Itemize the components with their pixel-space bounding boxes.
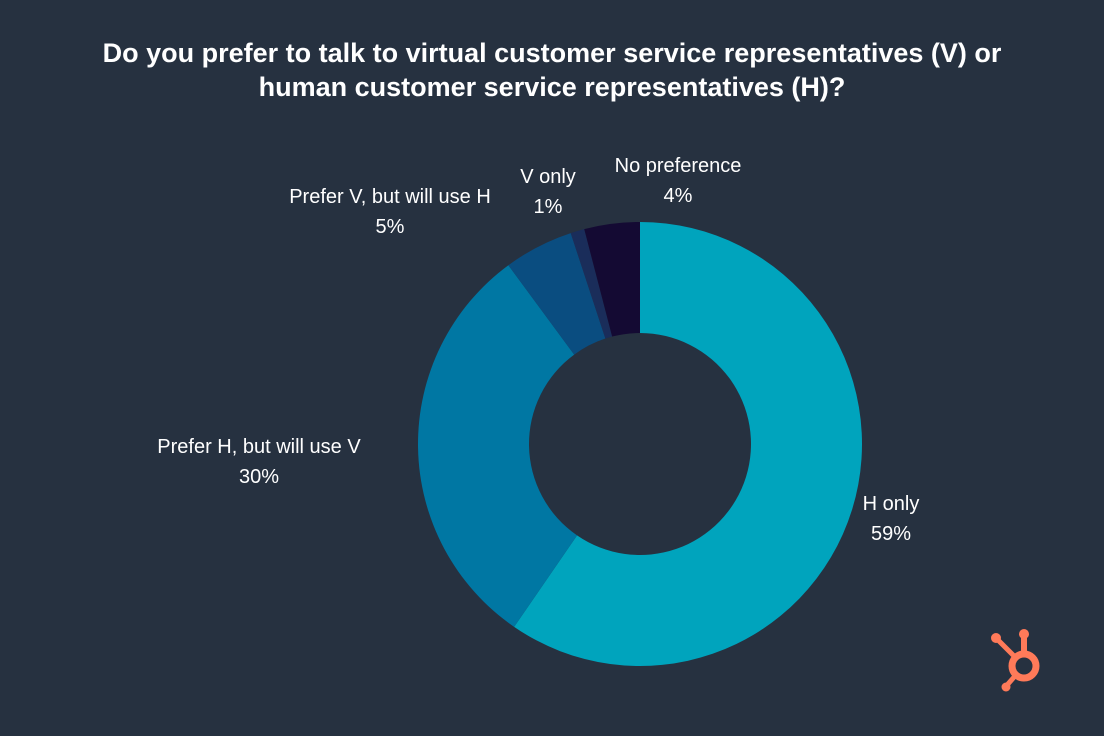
slice-value-v-only: 1% (533, 196, 563, 218)
chart-title: Do you prefer to talk to virtual custome… (0, 36, 1104, 104)
chart-title-line-1: Do you prefer to talk to virtual custome… (102, 38, 1002, 68)
slice-no-pref (584, 222, 640, 337)
slice-v-only (570, 229, 613, 339)
slice-label-no-pref: No preference 4% (615, 151, 742, 211)
slice-value-h-only: 59% (870, 523, 912, 545)
slice-label-text-v-only: V only (520, 166, 576, 188)
slice-label-v-only: V only 1% (520, 162, 576, 222)
slice-label-prefer-v: Prefer V, but will use H 5% (289, 182, 491, 242)
chart-title-line-2: human customer service representatives (… (258, 72, 846, 102)
slice-h-only (514, 222, 862, 666)
slice-label-text-prefer-v: Prefer V, but will use H (289, 186, 491, 208)
slice-value-no-pref: 4% (663, 185, 693, 207)
slice-value-prefer-h: 30% (238, 466, 280, 488)
slice-label-text-no-pref: No preference (614, 155, 742, 177)
slice-label-text-h-only: H only (862, 493, 920, 515)
slice-label-text-prefer-h: Prefer H, but will use V (157, 436, 361, 458)
slice-label-prefer-h: Prefer H, but will use V 30% (157, 432, 360, 492)
slice-value-prefer-v: 5% (375, 216, 405, 238)
slice-prefer-v (508, 233, 606, 355)
hubspot-sprocket-icon (991, 629, 1040, 692)
slice-prefer-h (418, 265, 578, 627)
slice-label-h-only: H only 59% (863, 489, 920, 549)
